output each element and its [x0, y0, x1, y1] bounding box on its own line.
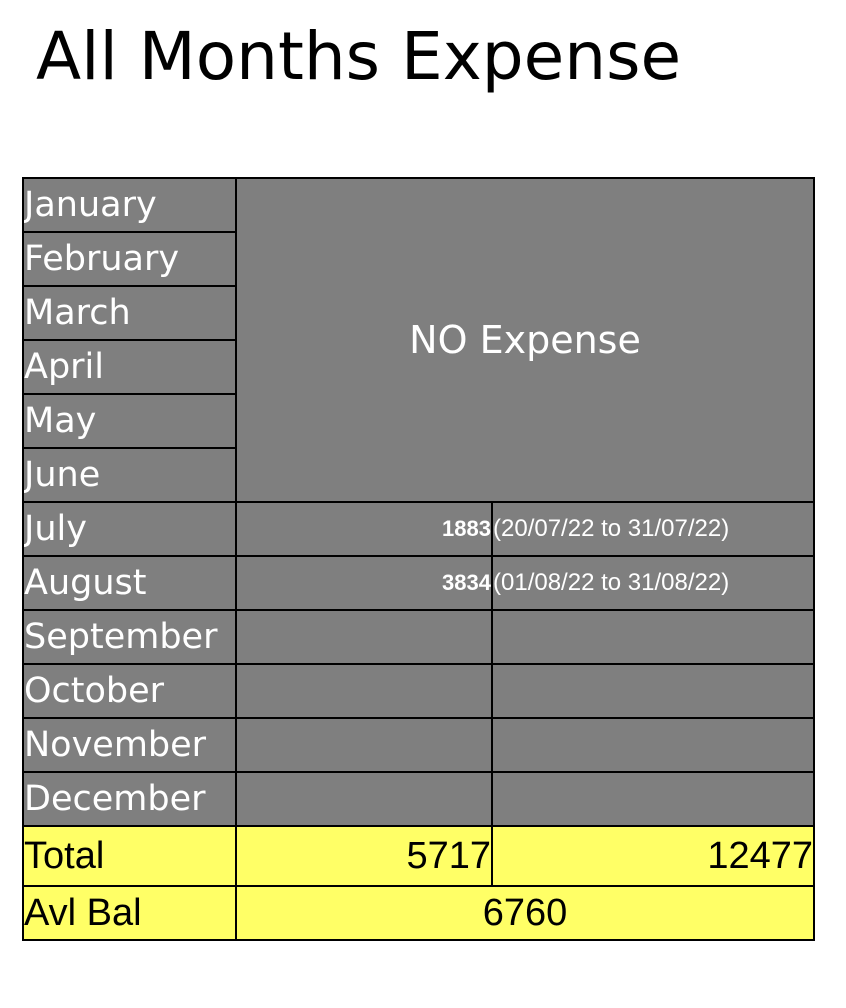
- balance-label[interactable]: Avl Bal: [22, 885, 237, 941]
- month-cell[interactable]: September: [22, 609, 237, 665]
- empty-cell[interactable]: [235, 663, 493, 719]
- expense-table: January NO Expense February March April …: [22, 177, 815, 941]
- empty-cell[interactable]: [491, 771, 815, 827]
- empty-cell[interactable]: [491, 609, 815, 665]
- balance-value[interactable]: 6760: [235, 885, 815, 941]
- month-cell[interactable]: July: [22, 501, 237, 557]
- no-expense-cell[interactable]: NO Expense: [235, 177, 815, 503]
- total-label[interactable]: Total: [22, 825, 237, 887]
- empty-cell[interactable]: [235, 771, 493, 827]
- total-amount-value[interactable]: 12477: [491, 825, 815, 887]
- total-expense-value[interactable]: 5717: [235, 825, 493, 887]
- table-row: June: [22, 447, 814, 503]
- page-title: All Months Expense: [36, 18, 682, 95]
- month-cell[interactable]: May: [22, 393, 237, 449]
- table-row: September: [22, 609, 815, 665]
- table-row: February: [22, 231, 814, 287]
- table-row: December: [22, 771, 815, 827]
- table-row: August 3834 (01/08/22 to 31/08/22): [22, 555, 815, 611]
- month-cell[interactable]: August: [22, 555, 237, 611]
- month-cell[interactable]: June: [22, 447, 237, 503]
- total-row: Total 5717 12477: [22, 825, 815, 887]
- empty-cell[interactable]: [235, 609, 493, 665]
- table-row: April: [22, 339, 814, 395]
- empty-cell[interactable]: [491, 663, 815, 719]
- table-row: January NO Expense: [22, 177, 815, 503]
- amount-cell[interactable]: 1883: [235, 501, 493, 557]
- table-row: March: [22, 285, 814, 341]
- amount-cell[interactable]: 3834: [235, 555, 493, 611]
- month-cell[interactable]: April: [22, 339, 237, 395]
- table-row: October: [22, 663, 815, 719]
- period-cell[interactable]: (20/07/22 to 31/07/22): [491, 501, 815, 557]
- month-cell[interactable]: February: [22, 231, 237, 287]
- balance-row: Avl Bal 6760: [22, 885, 815, 941]
- empty-cell[interactable]: [235, 717, 493, 773]
- period-cell[interactable]: (01/08/22 to 31/08/22): [491, 555, 815, 611]
- month-cell[interactable]: December: [22, 771, 237, 827]
- month-cell[interactable]: March: [22, 285, 237, 341]
- month-cell[interactable]: January: [22, 177, 237, 233]
- table-row: July 1883 (20/07/22 to 31/07/22): [22, 501, 815, 557]
- table-row: May: [22, 393, 814, 449]
- empty-cell[interactable]: [491, 717, 815, 773]
- month-cell[interactable]: October: [22, 663, 237, 719]
- month-cell[interactable]: November: [22, 717, 237, 773]
- table-row: November: [22, 717, 815, 773]
